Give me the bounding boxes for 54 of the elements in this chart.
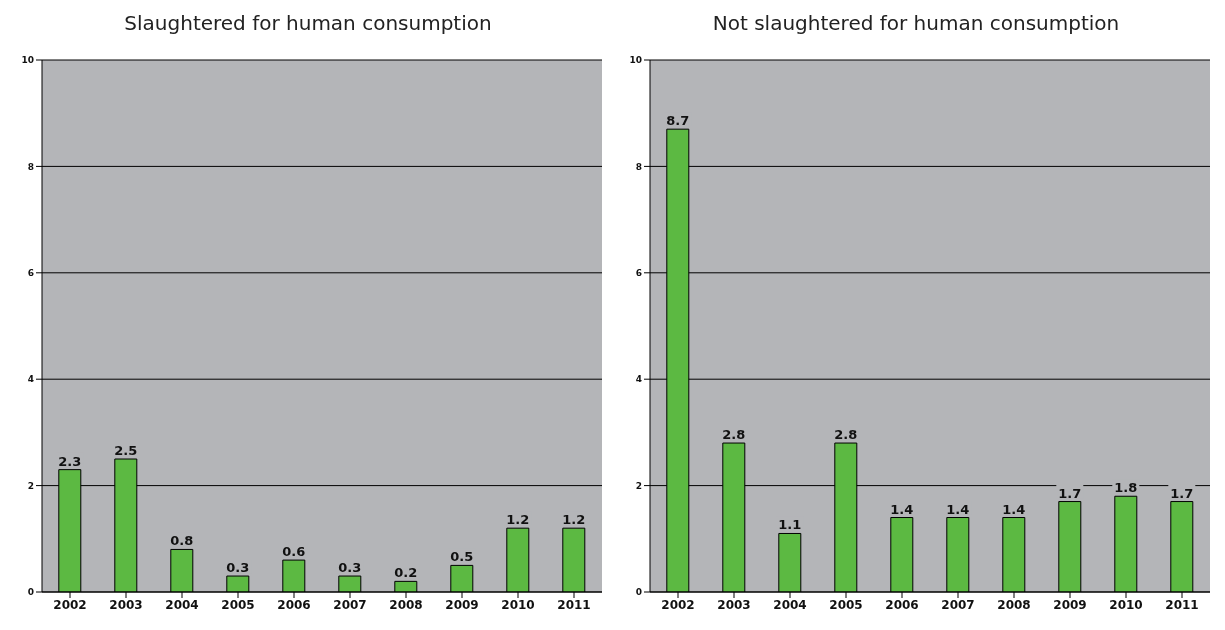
x-tick-label: 2003 (109, 597, 143, 612)
y-tick-label: 0 (635, 587, 642, 598)
x-tick-label: 2010 (501, 597, 535, 612)
y-tick-label: 0 (27, 587, 34, 598)
x-tick-label: 2004 (165, 597, 199, 612)
y-tick-label: 6 (635, 267, 642, 278)
x-tick-label: 2007 (333, 597, 367, 612)
x-tick-label: 2007 (941, 597, 975, 612)
x-tick-label: 2009 (1053, 597, 1087, 612)
data-label: 0.3 (338, 560, 362, 576)
x-tick-label: 2002 (53, 597, 87, 612)
data-label: 8.7 (666, 113, 690, 129)
data-label: 2.8 (722, 427, 746, 443)
chart-title: Not slaughtered for human consumption (711, 10, 1121, 37)
chart-title: Slaughtered for human consumption (123, 10, 493, 37)
data-label: 1.4 (890, 501, 914, 517)
x-tick-label: 2006 (277, 597, 311, 612)
y-tick-label: 8 (635, 161, 642, 172)
y-tick-label: 8 (27, 161, 34, 172)
data-label: 0.6 (282, 544, 306, 560)
y-tick-label: 10 (21, 55, 34, 66)
y-tick-label: 6 (27, 267, 34, 278)
x-tick-label: 2005 (221, 597, 255, 612)
x-tick-label: 2005 (829, 597, 863, 612)
data-label: 0.3 (226, 560, 250, 576)
data-label: 1.7 (1058, 485, 1082, 501)
data-label: 2.8 (834, 427, 858, 443)
data-label: 1.8 (1114, 480, 1138, 496)
data-label: 2.3 (58, 453, 82, 469)
x-tick-label: 2010 (1109, 597, 1143, 612)
data-label: 2.5 (114, 443, 138, 458)
x-tick-label: 2003 (717, 597, 751, 612)
data-label: 0.5 (450, 549, 474, 565)
data-label: 1.4 (946, 501, 970, 517)
y-tick-label: 10 (629, 55, 642, 66)
x-tick-label: 2008 (389, 597, 423, 612)
x-tick-label: 2008 (997, 597, 1031, 612)
x-tick-label: 2006 (885, 597, 919, 612)
data-label: 0.8 (170, 533, 194, 549)
data-label: 1.4 (1002, 501, 1026, 517)
x-tick-label: 2002 (661, 597, 695, 612)
x-tick-label: 2011 (1165, 597, 1199, 612)
y-tick-label: 2 (635, 480, 642, 491)
y-tick-label: 4 (635, 374, 642, 385)
x-tick-label: 2011 (557, 597, 591, 612)
x-tick-label: 2004 (773, 597, 807, 612)
x-tick-label: 2009 (445, 597, 479, 612)
data-label: 1.2 (562, 512, 586, 528)
y-tick-label: 4 (27, 374, 34, 385)
data-label: 1.1 (778, 517, 802, 533)
data-label: 1.2 (506, 512, 530, 528)
data-label: 1.7 (1170, 485, 1194, 501)
y-tick-label: 2 (27, 480, 34, 491)
data-label: 0.2 (394, 565, 418, 581)
